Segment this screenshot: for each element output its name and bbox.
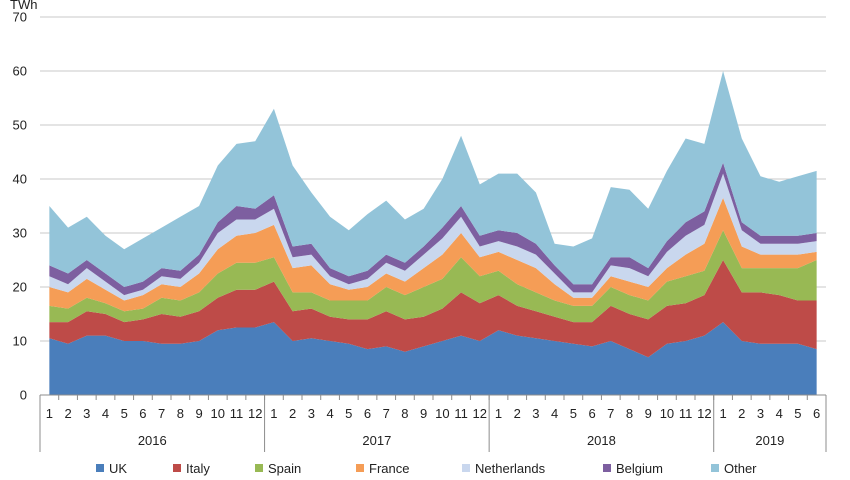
legend-item-belgium: Belgium	[603, 461, 663, 476]
x-tick-label: 3	[83, 406, 90, 421]
x-tick-label: 3	[308, 406, 315, 421]
x-tick-label: 8	[626, 406, 633, 421]
legend-item-other: Other	[711, 461, 757, 476]
legend-label: Netherlands	[475, 461, 546, 476]
legend-label: France	[369, 461, 409, 476]
x-tick-label: 2	[64, 406, 71, 421]
legend-item-spain: Spain	[255, 461, 301, 476]
legend-label: Italy	[186, 461, 210, 476]
y-tick-label: 20	[13, 280, 27, 295]
x-tick-label: 6	[813, 406, 820, 421]
y-axis-unit-label: TWh	[10, 0, 37, 12]
legend-item-netherlands: Netherlands	[462, 461, 546, 476]
x-tick-label: 7	[383, 406, 390, 421]
legend-swatch	[356, 464, 364, 472]
y-tick-label: 0	[20, 388, 27, 403]
x-tick-label: 6	[364, 406, 371, 421]
x-tick-label: 12	[473, 406, 487, 421]
x-tick-label: 6	[139, 406, 146, 421]
legend: UK Italy Spain France Netherlands Belgium Othe…	[96, 461, 757, 476]
year-label: 2017	[362, 433, 391, 448]
area-series	[49, 71, 817, 395]
x-tick-label: 9	[195, 406, 202, 421]
x-tick-label: 5	[345, 406, 352, 421]
x-tick-label: 2	[738, 406, 745, 421]
area-netherlands	[49, 173, 817, 301]
x-tick-label: 2	[514, 406, 521, 421]
x-tick-label: 4	[551, 406, 558, 421]
legend-swatch	[255, 464, 263, 472]
x-tick-label: 3	[532, 406, 539, 421]
area-spain	[49, 230, 817, 323]
x-tick-label: 2	[289, 406, 296, 421]
x-tick-label: 7	[158, 406, 165, 421]
legend-label: UK	[109, 461, 127, 476]
y-tick-label: 50	[13, 118, 27, 133]
x-tick-label: 5	[794, 406, 801, 421]
x-tick-label: 12	[248, 406, 262, 421]
legend-item-uk: UK	[96, 461, 127, 476]
legend-swatch	[173, 464, 181, 472]
x-tick-label: 8	[401, 406, 408, 421]
area-belgium	[49, 162, 817, 296]
x-tick-label: 3	[757, 406, 764, 421]
area-france	[49, 197, 817, 312]
x-tick-label: 11	[230, 406, 244, 421]
area-other	[49, 71, 817, 287]
x-tick-label: 11	[679, 406, 693, 421]
x-tick-label: 1	[719, 406, 726, 421]
x-tick-label: 5	[121, 406, 128, 421]
x-tick-label: 9	[420, 406, 427, 421]
legend-item-france: France	[356, 461, 409, 476]
x-tick-label: 1	[46, 406, 53, 421]
axes: 1 2 3 4 5 6 7 8 9 10 11 12 1 2 3 4 5 6 7 8 9 10 11 12 1 2 3 4 5 6 7 8 9 1…	[39, 394, 827, 452]
x-tick-label: 10	[660, 406, 674, 421]
area-italy	[49, 260, 817, 358]
year-label: 2019	[755, 433, 784, 448]
year-label: 2018	[587, 433, 616, 448]
x-tick-label: 1	[495, 406, 502, 421]
x-tick-label: 4	[776, 406, 783, 421]
area-uk	[49, 322, 817, 395]
y-tick-label: 30	[13, 226, 27, 241]
legend-swatch	[462, 464, 470, 472]
legend-swatch	[96, 464, 104, 472]
y-tick-label: 60	[13, 64, 27, 79]
x-tick-label: 1	[270, 406, 277, 421]
legend-item-italy: Italy	[173, 461, 210, 476]
legend-label: Belgium	[616, 461, 663, 476]
x-tick-label: 4	[326, 406, 333, 421]
year-label: 2016	[138, 433, 167, 448]
x-tick-label: 10	[211, 406, 225, 421]
x-tick-label: 5	[570, 406, 577, 421]
x-tick-label: 10	[435, 406, 449, 421]
x-tick-label: 7	[607, 406, 614, 421]
legend-label: Other	[724, 461, 757, 476]
y-tick-label: 40	[13, 172, 27, 187]
legend-label: Spain	[268, 461, 301, 476]
x-tick-label: 12	[697, 406, 711, 421]
legend-swatch	[603, 464, 611, 472]
y-tick-label: 70	[13, 10, 27, 25]
y-tick-label: 10	[13, 334, 27, 349]
x-tick-label: 8	[177, 406, 184, 421]
x-tick-label: 6	[588, 406, 595, 421]
x-tick-label: 9	[645, 406, 652, 421]
x-tick-label: 4	[102, 406, 109, 421]
x-tick-label: 11	[454, 406, 468, 421]
legend-swatch	[711, 464, 719, 472]
